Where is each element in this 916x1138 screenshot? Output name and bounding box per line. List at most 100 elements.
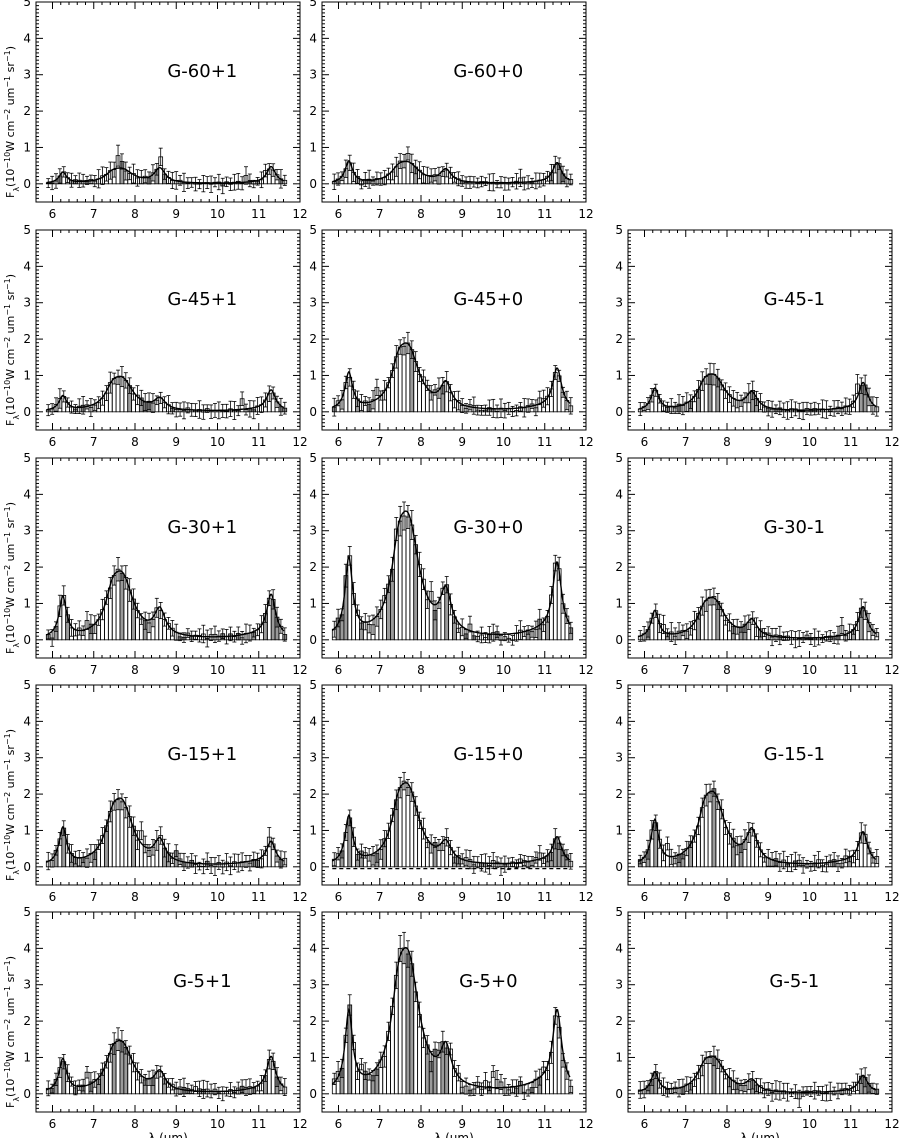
y-tick-label: 1	[23, 368, 31, 382]
fit-line	[332, 342, 571, 410]
x-tick-label: 8	[131, 890, 139, 904]
y-tick-label: 0	[615, 633, 623, 647]
y-tick-label: 2	[309, 104, 317, 118]
x-tick-label: 8	[417, 663, 425, 677]
y-tick-label: 3	[615, 524, 623, 538]
panel-frame	[627, 229, 893, 431]
data-bar	[409, 791, 415, 868]
x-tick-label: 12	[578, 663, 593, 677]
data-bar	[405, 787, 411, 868]
x-tick-label: 6	[49, 1117, 57, 1131]
x-tick-label: 9	[172, 207, 180, 221]
data-bar	[405, 516, 411, 641]
y-tick-label: 3	[23, 524, 31, 538]
x-tick-label: 9	[458, 663, 466, 677]
y-tick-label: 5	[615, 678, 623, 692]
data-bar	[707, 792, 713, 868]
x-tick-label: 11	[843, 663, 858, 677]
x-tick-label: 6	[641, 890, 649, 904]
data-bar	[711, 788, 717, 868]
y-tick-label: 3	[309, 524, 317, 538]
data-bar	[397, 520, 403, 641]
y-tick-label: 5	[309, 0, 317, 9]
y-tick-label: 0	[615, 860, 623, 874]
fit-line	[332, 782, 571, 865]
y-axis-label: Fλ(10−10W cm−2 um−1 sr−1)	[3, 729, 21, 881]
y-tick-label: 5	[23, 905, 31, 919]
y-tick-label: 0	[615, 405, 623, 419]
data-bar	[715, 801, 721, 868]
y-tick-label: 4	[615, 714, 623, 728]
x-tick-label: 12	[292, 890, 307, 904]
x-tick-label: 8	[723, 663, 731, 677]
x-tick-label: 8	[723, 435, 731, 449]
y-tick-label: 1	[309, 823, 317, 837]
x-tick-label: 12	[292, 663, 307, 677]
x-tick-label: 7	[90, 435, 98, 449]
fit-line	[46, 375, 285, 411]
panel-title: G-15-1	[764, 744, 825, 765]
x-tick-label: 9	[764, 435, 772, 449]
y-tick-label: 5	[23, 0, 31, 9]
y-tick-label: 3	[23, 751, 31, 765]
y-tick-label: 2	[615, 332, 623, 346]
panel-title: G-15+1	[167, 744, 237, 765]
x-tick-label: 7	[376, 435, 384, 449]
y-tick-label: 0	[23, 177, 31, 191]
y-tick-label: 4	[309, 714, 317, 728]
data-bar	[401, 515, 407, 641]
y-tick-label: 3	[615, 296, 623, 310]
y-tick-label: 2	[23, 787, 31, 801]
data-bars	[45, 789, 288, 876]
x-tick-label: 12	[884, 890, 899, 904]
x-tick-label: 7	[90, 890, 98, 904]
data-bars	[331, 501, 574, 646]
x-tick-label: 12	[884, 663, 899, 677]
x-tick-label: 6	[335, 663, 343, 677]
x-tick-label: 6	[49, 435, 57, 449]
y-tick-label: 4	[23, 487, 31, 501]
y-tick-label: 4	[309, 259, 317, 273]
y-tick-label: 3	[615, 751, 623, 765]
x-tick-label: 6	[335, 207, 343, 221]
x-tick-label: 11	[537, 435, 552, 449]
fit-line	[332, 159, 571, 184]
x-tick-label: 10	[210, 1117, 225, 1131]
x-tick-label: 11	[251, 890, 266, 904]
panel-title: G-60+1	[167, 61, 237, 82]
x-tick-label: 10	[802, 890, 817, 904]
x-tick-label: 9	[764, 890, 772, 904]
x-tick-label: 10	[210, 435, 225, 449]
y-tick-label: 2	[23, 1014, 31, 1028]
panel-title: G-30+0	[453, 517, 523, 538]
y-tick-label: 0	[23, 633, 31, 647]
data-bar	[397, 787, 403, 868]
x-tick-label: 11	[537, 890, 552, 904]
fit-line	[331, 510, 571, 636]
x-tick-label: 9	[458, 207, 466, 221]
y-tick-label: 2	[23, 560, 31, 574]
panel-frame	[321, 1, 587, 203]
x-tick-label: 12	[884, 435, 899, 449]
y-axis-label: Fλ(10−10W cm−2 um−1 sr−1)	[3, 274, 21, 426]
x-tick-label: 10	[496, 890, 511, 904]
x-tick-label: 6	[641, 435, 649, 449]
y-tick-label: 4	[23, 259, 31, 273]
y-tick-label: 4	[309, 31, 317, 45]
y-tick-label: 2	[23, 332, 31, 346]
x-tick-label: 7	[90, 1117, 98, 1131]
panel-title: G-30-1	[764, 517, 825, 538]
fit-line	[638, 596, 877, 639]
x-tick-label: 11	[251, 1117, 266, 1131]
y-tick-label: 1	[615, 596, 623, 610]
x-tick-label: 12	[292, 435, 307, 449]
